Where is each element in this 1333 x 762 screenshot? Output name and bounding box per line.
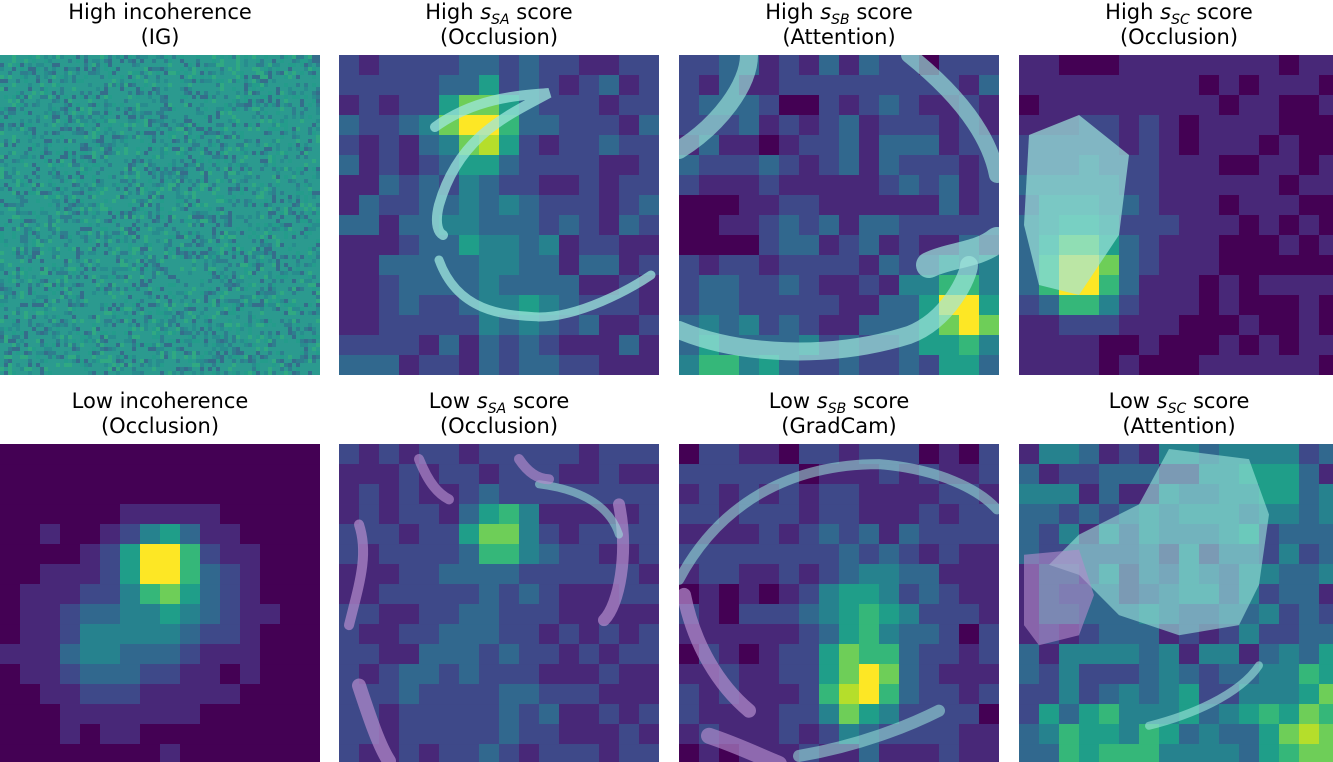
- panel-subtitle: (GradCam): [781, 414, 897, 438]
- occlusion-heatmap: [0, 444, 320, 762]
- heatmap-image: [339, 444, 659, 762]
- panel-subtitle: (Occlusion): [439, 414, 559, 438]
- occlusion-heatmap: [339, 55, 659, 375]
- ig-saliency-map: [0, 55, 320, 375]
- heatmap-image: [679, 444, 999, 762]
- heatmap-image: [1019, 444, 1333, 762]
- heatmap-image: [0, 55, 320, 375]
- heatmap-image: [1019, 55, 1333, 375]
- panel-title: Low sSC score: [1108, 389, 1250, 417]
- panel-subtitle: (Occlusion): [1119, 25, 1239, 49]
- gradcam-heatmap: [679, 444, 999, 762]
- panel-title: High sSC score: [1105, 0, 1253, 28]
- panel-subtitle: (IG): [140, 25, 180, 49]
- attention-heatmap: [1019, 444, 1333, 762]
- attention-heatmap: [679, 55, 999, 375]
- panel-title: High sSA score: [425, 0, 573, 28]
- panel-title: Low sSB score: [768, 389, 910, 417]
- panel-subtitle: (Occlusion): [100, 414, 220, 438]
- panel-title: Low incoherence: [71, 389, 249, 413]
- heatmap-image: [339, 55, 659, 375]
- panel-title: High incoherence: [68, 0, 252, 24]
- panel-subtitle: (Attention): [782, 25, 896, 49]
- occlusion-heatmap: [1019, 55, 1333, 375]
- panel-subtitle: (Occlusion): [439, 25, 559, 49]
- occlusion-heatmap: [339, 444, 659, 762]
- panel-subtitle: (Attention): [1122, 414, 1236, 438]
- panel-title: Low sSA score: [428, 389, 570, 417]
- panel-title: High sSB score: [765, 0, 913, 28]
- heatmap-image: [0, 444, 320, 762]
- heatmap-image: [679, 55, 999, 375]
